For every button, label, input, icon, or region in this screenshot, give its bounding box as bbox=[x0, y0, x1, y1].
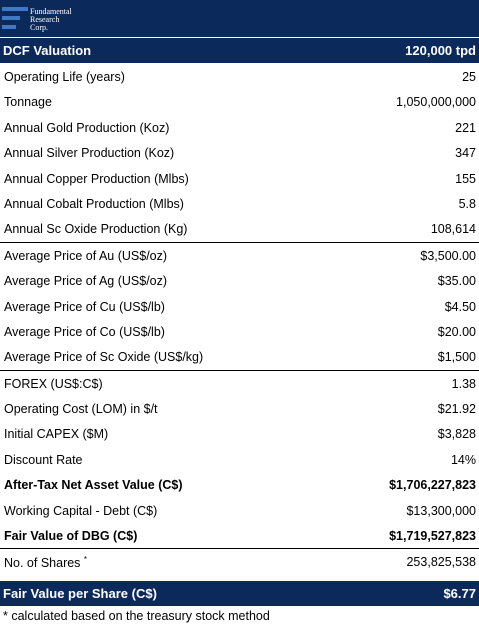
row-value: $4.50 bbox=[444, 299, 476, 314]
row-value: $3,500.00 bbox=[420, 248, 476, 263]
row-label: Discount Rate bbox=[4, 452, 83, 467]
row-value: 14% bbox=[450, 452, 476, 467]
table-row: Discount Rate 14% bbox=[0, 447, 479, 472]
row-label: Annual Sc Oxide Production (Kg) bbox=[4, 222, 188, 237]
throughput-capacity: 120,000 tpd bbox=[405, 43, 476, 58]
logo-bar bbox=[2, 16, 20, 20]
table-row: Working Capital - Debt (C$) $13,300,000 bbox=[0, 498, 479, 523]
row-value: 221 bbox=[455, 120, 476, 135]
table-row: Annual Cobalt Production (Mlbs) 5.8 bbox=[0, 191, 479, 216]
table-row: Average Price of Co (US$/lb) $20.00 bbox=[0, 319, 479, 344]
row-value: $3,828 bbox=[437, 427, 476, 442]
table-row: Operating Cost (LOM) in $/t $21.92 bbox=[0, 396, 479, 421]
table-row: Average Price of Sc Oxide (US$/kg) $1,500 bbox=[0, 344, 479, 369]
table-row: After-Tax Net Asset Value (C$) $1,706,227… bbox=[0, 472, 479, 497]
row-value: $35.00 bbox=[437, 274, 476, 289]
fair-value-amount: $6.77 bbox=[443, 586, 476, 601]
table-row: Average Price of Ag (US$/oz) $35.00 bbox=[0, 268, 479, 293]
logo-line-1: Fundamental bbox=[30, 7, 72, 16]
footnote: * calculated based on the treasury stock… bbox=[3, 609, 270, 623]
row-value: 1,050,000,000 bbox=[396, 95, 476, 110]
company-logo: Fundamental Research Corp. bbox=[2, 5, 82, 35]
row-value: 1.38 bbox=[451, 376, 476, 391]
table-row: Annual Gold Production (Koz) 221 bbox=[0, 115, 479, 140]
footnote-marker: * bbox=[83, 555, 88, 565]
logo-text: Fundamental Research Corp. bbox=[30, 8, 72, 32]
table-header: DCF Valuation 120,000 tpd bbox=[0, 38, 479, 63]
table-row: Operating Life (years) 25 bbox=[0, 64, 479, 89]
row-value: $13,300,000 bbox=[406, 503, 476, 518]
row-value: 155 bbox=[455, 171, 476, 186]
table-row: Initial CAPEX ($M) $3,828 bbox=[0, 421, 479, 446]
table-row: Annual Copper Production (Mlbs) 155 bbox=[0, 166, 479, 191]
row-label: Fair Value of DBG (C$) bbox=[4, 529, 138, 544]
row-value: 25 bbox=[462, 70, 476, 84]
row-value: $20.00 bbox=[437, 324, 476, 339]
row-value: $1,719,527,823 bbox=[389, 529, 476, 544]
row-label-text: No. of Shares bbox=[4, 556, 81, 571]
row-label: Average Price of Sc Oxide (US$/kg) bbox=[4, 350, 204, 365]
table-row: Fair Value of DBG (C$) $1,719,527,823 bbox=[0, 523, 479, 548]
table-row: Annual Sc Oxide Production (Kg) 108,614 bbox=[0, 216, 479, 241]
row-label: No. of Shares * bbox=[4, 555, 87, 570]
row-label: Average Price of Cu (US$/lb) bbox=[4, 299, 165, 314]
row-label: After-Tax Net Asset Value (C$) bbox=[4, 478, 183, 493]
fair-value-label: Fair Value per Share (C$) bbox=[3, 586, 157, 601]
table-row: Average Price of Au (US$/oz) $3,500.00 bbox=[0, 241, 479, 268]
row-label: Annual Gold Production (Koz) bbox=[4, 120, 170, 135]
row-value: 5.8 bbox=[458, 196, 476, 211]
row-label: Average Price of Co (US$/lb) bbox=[4, 324, 165, 339]
row-label: Working Capital - Debt (C$) bbox=[4, 503, 158, 518]
row-value: 253,825,538 bbox=[406, 555, 476, 570]
row-label: Initial CAPEX ($M) bbox=[4, 427, 109, 442]
row-value: $1,500 bbox=[437, 350, 476, 365]
row-label: Tonnage bbox=[4, 95, 52, 110]
row-label: Average Price of Au (US$/oz) bbox=[4, 248, 168, 263]
logo-bar bbox=[2, 25, 16, 29]
logo-line-3: Corp. bbox=[30, 23, 48, 32]
row-label: Operating Life (years) bbox=[4, 70, 125, 84]
table-row: Tonnage 1,050,000,000 bbox=[0, 89, 479, 114]
row-label: Annual Copper Production (Mlbs) bbox=[4, 171, 189, 186]
row-value: $1,706,227,823 bbox=[389, 478, 476, 493]
table-title: DCF Valuation bbox=[3, 43, 92, 58]
row-label: Average Price of Ag (US$/oz) bbox=[4, 274, 168, 289]
row-value: $21.92 bbox=[437, 402, 476, 417]
row-value: 347 bbox=[455, 146, 476, 161]
row-value: 108,614 bbox=[430, 222, 476, 237]
row-label: Annual Silver Production (Koz) bbox=[4, 146, 175, 161]
row-label: Annual Cobalt Production (Mlbs) bbox=[4, 196, 184, 211]
logo-bar bbox=[2, 7, 28, 11]
table-body: Operating Life (years) 25 Tonnage 1,050,00… bbox=[0, 64, 479, 575]
table-row: No. of Shares * 253,825,538 bbox=[0, 548, 479, 574]
table-row: Annual Silver Production (Koz) 347 bbox=[0, 140, 479, 165]
table-row: FOREX (US$:C$) 1.38 bbox=[0, 369, 479, 396]
logo-line-2: Research bbox=[30, 15, 60, 24]
row-label: FOREX (US$:C$) bbox=[4, 376, 103, 391]
row-label: Operating Cost (LOM) in $/t bbox=[4, 402, 158, 417]
logo-band: Fundamental Research Corp. bbox=[0, 0, 479, 37]
fair-value-per-share-row: Fair Value per Share (C$) $6.77 bbox=[0, 581, 479, 606]
table-row: Average Price of Cu (US$/lb) $4.50 bbox=[0, 294, 479, 319]
